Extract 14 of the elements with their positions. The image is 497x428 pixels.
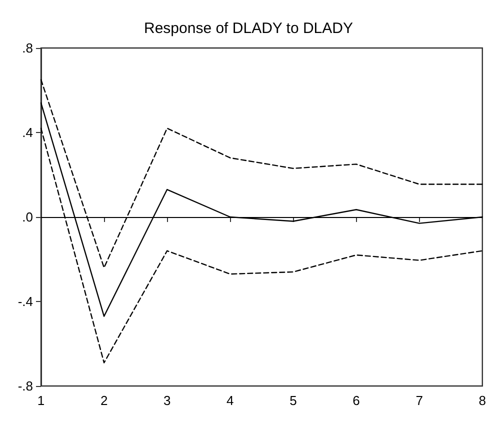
x-tick-label: 4 bbox=[226, 393, 234, 408]
y-tick-label: -.4 bbox=[18, 294, 33, 309]
x-tick-label: 8 bbox=[478, 393, 486, 408]
y-tick-label: -.8 bbox=[18, 378, 33, 394]
y-tick-label: .0 bbox=[22, 210, 33, 224]
x-tick-label: 6 bbox=[352, 393, 360, 408]
x-tick-label: 7 bbox=[416, 393, 423, 408]
y-tick-label: .4 bbox=[22, 125, 33, 140]
x-tick-label: 1 bbox=[37, 393, 45, 408]
x-tick-label: 5 bbox=[290, 393, 297, 408]
x-tick-label: 3 bbox=[163, 393, 171, 408]
x-tick-label: 2 bbox=[100, 393, 108, 408]
chart-title: Response of DLADY to DLADY bbox=[144, 20, 353, 37]
y-tick-label: .8 bbox=[22, 40, 33, 56]
